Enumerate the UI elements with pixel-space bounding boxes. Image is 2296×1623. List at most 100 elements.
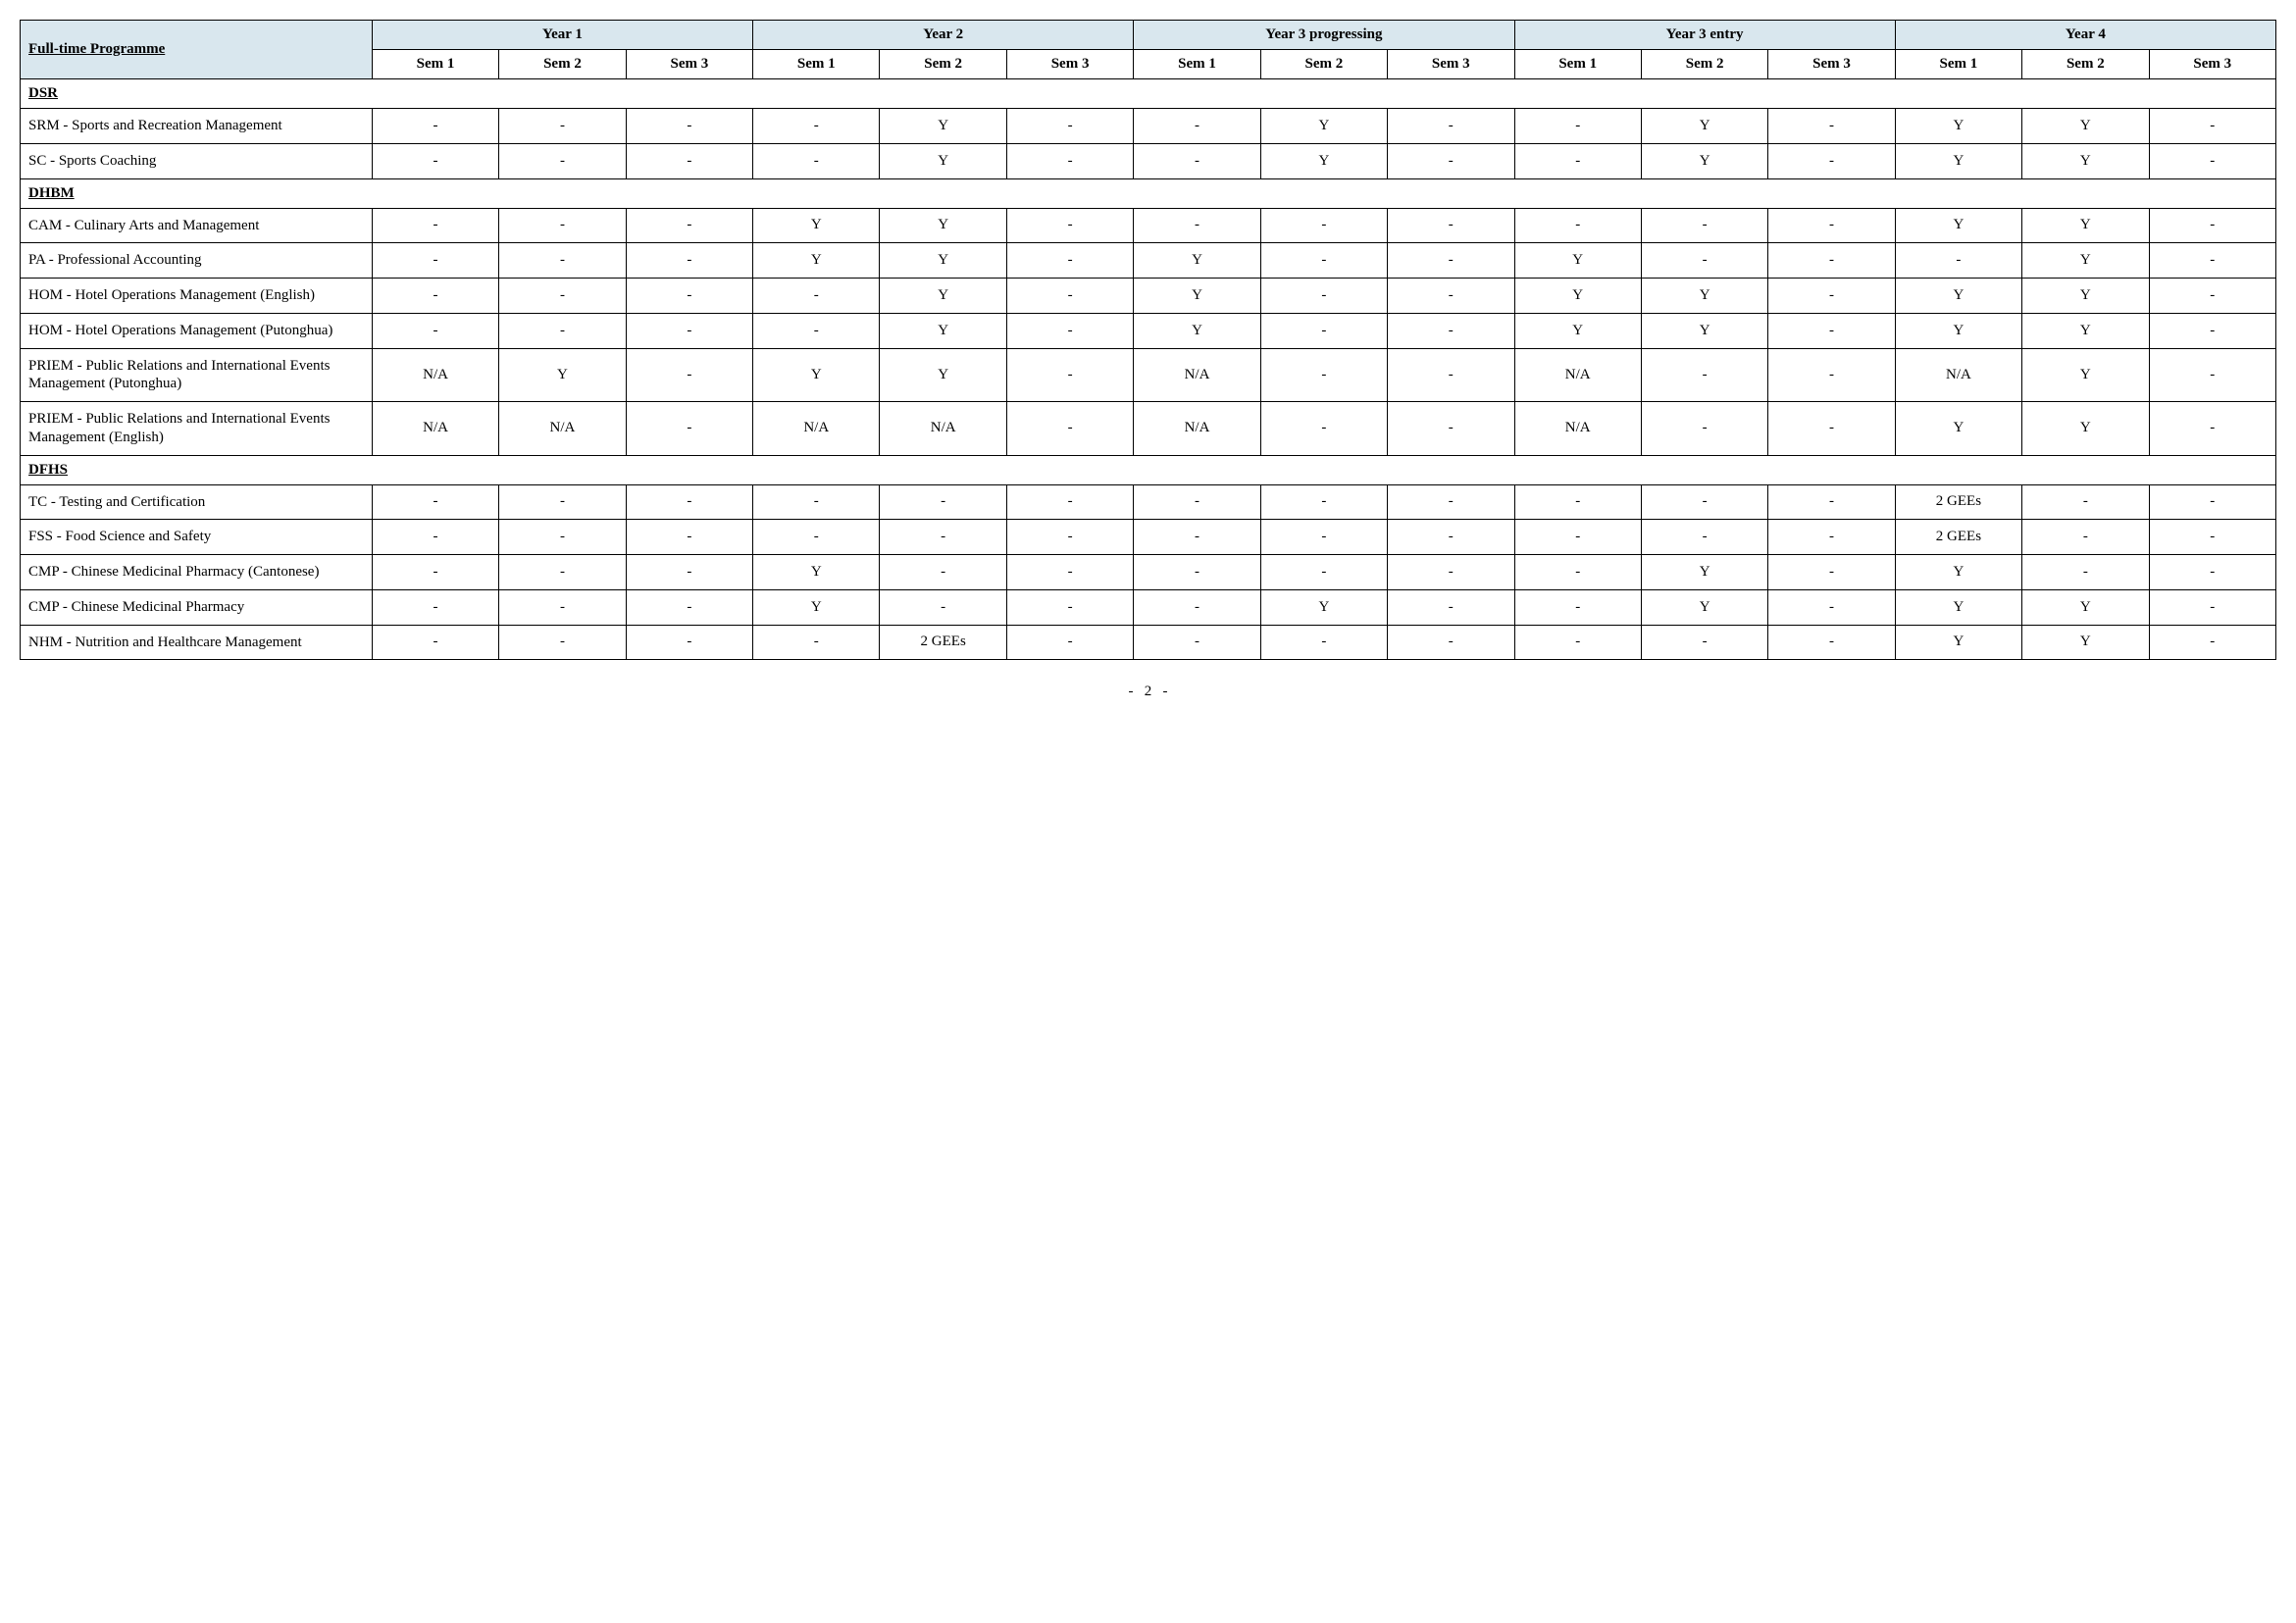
data-cell: - bbox=[1134, 109, 1260, 144]
data-cell: 2 GEEs bbox=[880, 625, 1006, 660]
data-cell: - bbox=[1134, 625, 1260, 660]
data-cell: - bbox=[499, 243, 626, 279]
data-cell: - bbox=[1260, 313, 1387, 348]
data-cell: Y bbox=[753, 208, 880, 243]
data-cell: - bbox=[1514, 520, 1641, 555]
data-cell: - bbox=[372, 243, 498, 279]
data-cell: - bbox=[2149, 402, 2275, 456]
data-cell: Y bbox=[1514, 313, 1641, 348]
data-cell: - bbox=[626, 348, 752, 402]
data-cell: Y bbox=[2022, 208, 2149, 243]
data-cell: Y bbox=[2022, 402, 2149, 456]
data-cell: Y bbox=[753, 243, 880, 279]
data-cell: - bbox=[372, 109, 498, 144]
data-cell: - bbox=[372, 208, 498, 243]
data-cell: - bbox=[1768, 555, 1895, 590]
data-cell: - bbox=[1260, 555, 1387, 590]
sem-header: Sem 3 bbox=[1388, 50, 1514, 79]
data-cell: - bbox=[1388, 589, 1514, 625]
data-cell: - bbox=[1768, 484, 1895, 520]
data-cell: Y bbox=[1895, 555, 2021, 590]
data-cell: - bbox=[1388, 208, 1514, 243]
data-cell: - bbox=[1006, 109, 1133, 144]
data-cell: - bbox=[1006, 520, 1133, 555]
data-cell: - bbox=[1388, 143, 1514, 178]
data-cell: - bbox=[626, 243, 752, 279]
data-cell: Y bbox=[880, 348, 1006, 402]
data-cell: - bbox=[1260, 208, 1387, 243]
data-cell: - bbox=[626, 402, 752, 456]
data-cell: Y bbox=[1641, 279, 1767, 314]
data-cell: - bbox=[2149, 484, 2275, 520]
data-cell: - bbox=[2149, 243, 2275, 279]
sem-header: Sem 3 bbox=[1768, 50, 1895, 79]
sem-header: Sem 2 bbox=[880, 50, 1006, 79]
programme-header: Full-time Programme bbox=[21, 21, 373, 79]
data-cell: - bbox=[1134, 555, 1260, 590]
table-row: PA - Professional Accounting---YY-Y--Y--… bbox=[21, 243, 2276, 279]
data-cell: - bbox=[2022, 555, 2149, 590]
data-cell: - bbox=[1768, 520, 1895, 555]
data-cell: - bbox=[499, 589, 626, 625]
data-cell: - bbox=[1768, 589, 1895, 625]
data-cell: - bbox=[2149, 520, 2275, 555]
sem-header: Sem 2 bbox=[1641, 50, 1767, 79]
data-cell: - bbox=[1134, 143, 1260, 178]
programme-name: PA - Professional Accounting bbox=[21, 243, 373, 279]
year-1-header: Year 1 bbox=[372, 21, 752, 50]
data-cell: - bbox=[1006, 402, 1133, 456]
data-cell: Y bbox=[1895, 625, 2021, 660]
programme-name: PRIEM - Public Relations and Internation… bbox=[21, 348, 373, 402]
table-row: FSS - Food Science and Safety-----------… bbox=[21, 520, 2276, 555]
data-cell: - bbox=[1514, 208, 1641, 243]
data-cell: - bbox=[372, 625, 498, 660]
year-2-header: Year 2 bbox=[753, 21, 1134, 50]
data-cell: - bbox=[753, 520, 880, 555]
sem-header: Sem 2 bbox=[1260, 50, 1387, 79]
data-cell: - bbox=[2149, 143, 2275, 178]
data-cell: - bbox=[372, 279, 498, 314]
data-cell: Y bbox=[1260, 143, 1387, 178]
data-cell: - bbox=[2149, 555, 2275, 590]
data-cell: Y bbox=[2022, 279, 2149, 314]
data-cell: - bbox=[1514, 484, 1641, 520]
data-cell: - bbox=[626, 279, 752, 314]
data-cell: - bbox=[1260, 484, 1387, 520]
data-cell: - bbox=[1641, 625, 1767, 660]
data-cell: - bbox=[880, 589, 1006, 625]
sem-header: Sem 3 bbox=[1006, 50, 1133, 79]
page-number-value: 2 bbox=[1145, 684, 1152, 699]
data-cell: - bbox=[499, 279, 626, 314]
data-cell: Y bbox=[1895, 109, 2021, 144]
data-cell: - bbox=[1388, 348, 1514, 402]
data-cell: Y bbox=[880, 313, 1006, 348]
data-cell: N/A bbox=[499, 402, 626, 456]
sem-header: Sem 3 bbox=[2149, 50, 2275, 79]
data-cell: - bbox=[499, 208, 626, 243]
data-cell: Y bbox=[2022, 109, 2149, 144]
data-cell: - bbox=[1134, 520, 1260, 555]
sem-header: Sem 1 bbox=[753, 50, 880, 79]
year-3p-header: Year 3 progressing bbox=[1134, 21, 1514, 50]
sem-header: Sem 3 bbox=[626, 50, 752, 79]
data-cell: Y bbox=[1895, 313, 2021, 348]
data-cell: - bbox=[1260, 348, 1387, 402]
data-cell: - bbox=[1514, 143, 1641, 178]
programme-name: CAM - Culinary Arts and Management bbox=[21, 208, 373, 243]
data-cell: - bbox=[372, 520, 498, 555]
table-row: PRIEM - Public Relations and Internation… bbox=[21, 402, 2276, 456]
data-cell: N/A bbox=[880, 402, 1006, 456]
data-cell: Y bbox=[1641, 109, 1767, 144]
data-cell: - bbox=[753, 313, 880, 348]
programme-name: HOM - Hotel Operations Management (Engli… bbox=[21, 279, 373, 314]
data-cell: - bbox=[1006, 589, 1133, 625]
section-header: DSR bbox=[21, 79, 2276, 109]
data-cell: N/A bbox=[1514, 348, 1641, 402]
programme-table: Full-time Programme Year 1 Year 2 Year 3… bbox=[20, 20, 2276, 660]
data-cell: - bbox=[1768, 243, 1895, 279]
data-cell: - bbox=[2149, 589, 2275, 625]
data-cell: - bbox=[372, 589, 498, 625]
data-cell: Y bbox=[1641, 589, 1767, 625]
data-cell: Y bbox=[2022, 625, 2149, 660]
data-cell: - bbox=[753, 279, 880, 314]
